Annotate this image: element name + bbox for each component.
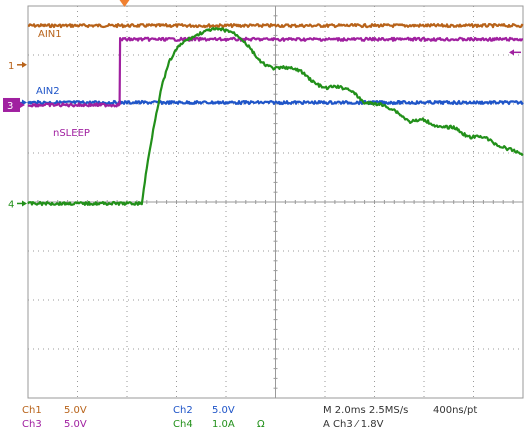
ch4-label: Ch4: [173, 419, 193, 430]
trace-ch2: [27, 99, 524, 106]
trace-ch3: [27, 36, 524, 108]
ch3-scale: 5.0V: [64, 419, 87, 430]
ch2-label: Ch2: [173, 405, 193, 416]
ch3-label: Ch3: [22, 419, 42, 430]
trace-ch4: [27, 27, 524, 207]
ch2-scale: 5.0V: [212, 405, 235, 416]
trace-ch1: [27, 23, 524, 29]
trigger-position-icon: [119, 0, 130, 7]
ch4-scale: 1.0A: [212, 419, 235, 430]
resolution-readout: 400ns/pt: [433, 405, 478, 416]
ground-marker-ch1: 1: [8, 61, 27, 72]
trace-labels: AIN1 AIN2 nSLEEP: [36, 29, 90, 139]
trace-label-ain2: AIN2: [36, 86, 60, 97]
svg-text:4: 4: [8, 199, 14, 210]
ground-marker-ch3: 3: [3, 97, 25, 112]
waveform-traces: [27, 23, 524, 207]
ch1-scale: 5.0V: [64, 405, 87, 416]
graticule-grid: [27, 5, 524, 399]
trace-label-nsleep: nSLEEP: [53, 128, 90, 139]
svg-text:1: 1: [8, 61, 14, 72]
svg-text:3: 3: [7, 101, 13, 112]
channel-ground-markers: 1234: [3, 61, 27, 210]
timebase-readout: M 2.0ms 2.5MS/s: [323, 405, 409, 416]
trigger-level-arrow-icon: [509, 49, 521, 56]
ch1-label: Ch1: [22, 405, 42, 416]
trigger-readout: A Ch3 ⁄ 1.8V: [323, 419, 384, 430]
ground-marker-ch4: 4: [8, 199, 27, 210]
ch4-unit: Ω: [257, 419, 265, 430]
trace-label-ain1: AIN1: [38, 29, 62, 40]
